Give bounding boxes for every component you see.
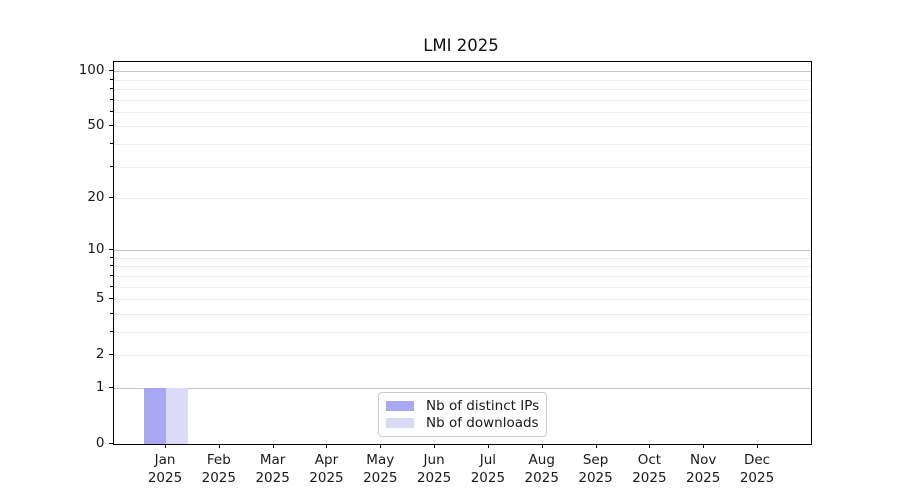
chart-title: LMI 2025 (423, 36, 499, 55)
legend-label-downloads: Nb of downloads (426, 414, 539, 431)
x-tick-label: May 2025 (363, 452, 398, 486)
y-axis-minor-tick (110, 165, 113, 167)
y-tick-label: 10 (87, 241, 105, 258)
y-gridline-minor (113, 126, 811, 128)
y-tick-label: 20 (87, 189, 105, 205)
y-gridline-minor (113, 313, 811, 315)
y-gridline-minor (113, 166, 811, 168)
x-axis-tick (380, 444, 382, 448)
y-axis-tick (108, 70, 113, 72)
x-axis-tick (703, 444, 705, 448)
y-axis-minor-tick (110, 312, 113, 314)
y-axis-minor-tick (110, 274, 113, 276)
y-gridline-minor (113, 299, 811, 301)
y-gridline-minor (113, 198, 811, 199)
y-axis-tick (108, 298, 113, 300)
y-axis-minor-tick (110, 285, 113, 287)
y-gridline-major (113, 387, 811, 389)
y-tick-label: 5 (95, 290, 105, 307)
y-gridline-minor (113, 143, 811, 145)
x-tick-label: Apr 2025 (309, 452, 344, 486)
y-axis-tick (108, 386, 113, 388)
legend-item-distinct-ips: Nb of distinct IPs (386, 398, 540, 415)
y-tick-label: 2 (95, 346, 105, 363)
plot-area (112, 60, 812, 445)
y-axis-minor-tick (110, 265, 113, 267)
x-tick-label: Oct 2025 (632, 452, 667, 486)
x-tick-label: Jul 2025 (470, 452, 506, 486)
y-tick-label: 50 (87, 117, 105, 134)
x-tick-label: Aug 2025 (524, 452, 559, 486)
y-gridline-minor (113, 88, 811, 90)
y-axis-tick (108, 443, 113, 444)
x-axis-tick (326, 444, 328, 448)
x-tick-label: Mar 2025 (255, 452, 290, 486)
legend-swatch-downloads (386, 417, 414, 428)
y-axis-minor-tick (110, 87, 113, 89)
y-gridline-minor (113, 286, 811, 288)
x-tick-label: Dec 2025 (739, 452, 775, 486)
y-gridline-minor (113, 257, 811, 259)
y-axis-tick (108, 197, 113, 198)
y-axis-tick (108, 354, 113, 356)
y-axis-tick (108, 125, 113, 127)
bar-downloads-jan (166, 387, 188, 444)
x-axis-tick (434, 444, 436, 448)
y-gridline-minor (113, 331, 811, 333)
y-axis-tick (108, 249, 113, 251)
y-axis-minor-tick (110, 330, 113, 332)
y-tick-label: 0 (95, 435, 105, 451)
y-gridline-minor (113, 79, 811, 81)
legend: Nb of distinct IPs Nb of downloads (378, 392, 547, 437)
y-gridline-minor (113, 266, 811, 268)
y-gridline-minor (113, 355, 811, 357)
x-axis-tick (272, 444, 274, 448)
bar-distinct-ips-jan (144, 387, 166, 444)
x-tick-label: Jan 2025 (147, 452, 183, 486)
y-axis-minor-tick (110, 142, 113, 144)
y-gridline-minor (113, 111, 811, 113)
y-tick-label: 100 (78, 62, 105, 79)
x-axis-tick (487, 444, 489, 448)
x-axis-tick (165, 444, 166, 448)
x-axis-tick (649, 444, 651, 448)
x-tick-label: Sep 2025 (578, 452, 613, 486)
y-gridline-major (113, 71, 811, 73)
y-gridline-minor (113, 99, 811, 101)
x-axis-tick (541, 444, 543, 448)
x-tick-label: Feb 2025 (201, 452, 236, 486)
legend-swatch-distinct-ips (386, 401, 414, 412)
y-tick-label: 1 (95, 378, 105, 395)
legend-item-downloads: Nb of downloads (386, 414, 539, 432)
y-axis-minor-tick (110, 98, 113, 100)
y-gridline-minor (113, 275, 811, 277)
x-axis-tick (218, 444, 220, 448)
x-tick-label: Jun 2025 (416, 452, 452, 486)
y-gridline-major (113, 250, 811, 252)
legend-label-distinct-ips: Nb of distinct IPs (426, 398, 540, 415)
y-axis-minor-tick (110, 78, 113, 80)
x-axis-tick (595, 444, 597, 448)
y-axis-minor-tick (110, 110, 113, 112)
x-tick-label: Nov 2025 (686, 452, 721, 486)
x-axis-tick (757, 444, 759, 448)
y-axis-minor-tick (110, 256, 113, 258)
